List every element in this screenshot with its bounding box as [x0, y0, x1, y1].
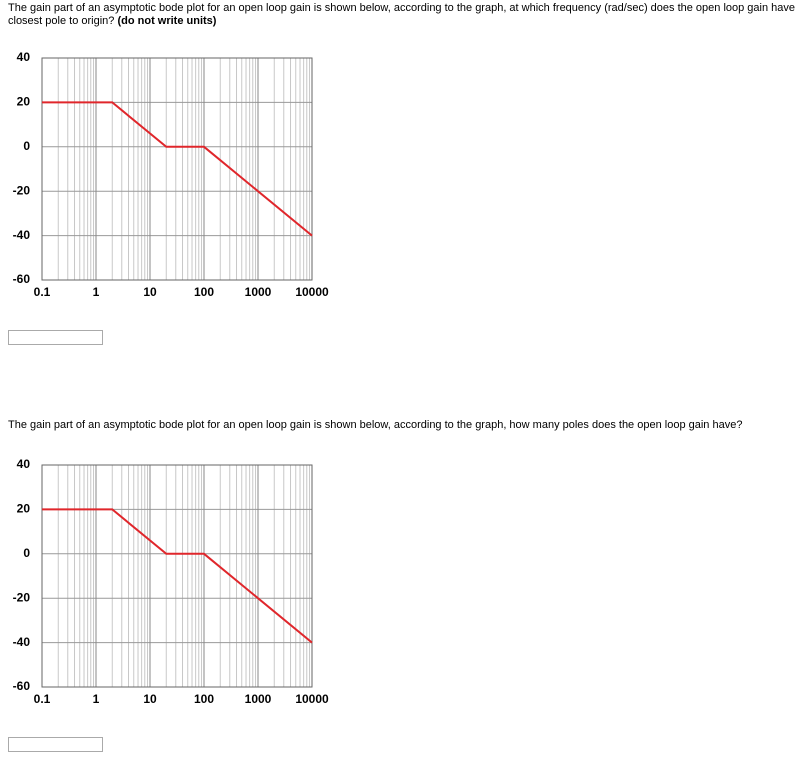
- x-tick-label: 100: [194, 285, 214, 299]
- y-tick-label: 0: [23, 546, 30, 560]
- y-tick-label: -40: [13, 228, 31, 242]
- question-text: The gain part of an asymptotic bode plot…: [8, 2, 796, 27]
- x-tick-label: 10000: [295, 285, 329, 299]
- y-tick-label: -20: [13, 183, 31, 197]
- y-tick-label: 0: [23, 139, 30, 153]
- plot-frame: [41, 464, 313, 688]
- y-tick-label: 20: [17, 95, 31, 109]
- question-text: The gain part of an asymptotic bode plot…: [8, 419, 743, 431]
- x-tick-label: 1: [93, 692, 100, 706]
- y-tick-label: -20: [13, 590, 31, 604]
- answer-input[interactable]: [8, 330, 103, 345]
- bode-plot: -60 -40 -20 0 20 40 0.1 1 10 100 1000 10000: [13, 457, 329, 706]
- x-tick-label: 10000: [295, 692, 329, 706]
- x-tick-label: 100: [194, 692, 214, 706]
- x-tick-label: 10: [143, 285, 157, 299]
- x-tick-label: 0.1: [34, 692, 51, 706]
- gain-line: [42, 101, 313, 237]
- answer-input[interactable]: [8, 737, 103, 752]
- y-tick-label: -40: [13, 635, 31, 649]
- bode-plot: -60 -40 -20 0 20 40 0.1 1 10 100 1000 10000: [13, 50, 329, 299]
- question: The gain part of an asymptotic bode plot…: [8, 2, 798, 28]
- x-tick-label: 1: [93, 285, 100, 299]
- x-tick-label: 1000: [245, 692, 272, 706]
- y-tick-label: 40: [17, 50, 31, 64]
- x-tick-label: 10: [143, 692, 157, 706]
- question-note: (do not write units): [117, 15, 217, 27]
- y-tick-label: -60: [13, 679, 31, 693]
- x-tick-label: 0.1: [34, 285, 51, 299]
- y-tick-label: -60: [13, 272, 31, 286]
- y-tick-label: 20: [17, 502, 31, 516]
- gain-line: [42, 508, 313, 644]
- plot-frame: [41, 57, 313, 281]
- x-tick-label: 1000: [245, 285, 272, 299]
- question: The gain part of an asymptotic bode plot…: [8, 419, 798, 432]
- y-tick-label: 40: [17, 457, 31, 471]
